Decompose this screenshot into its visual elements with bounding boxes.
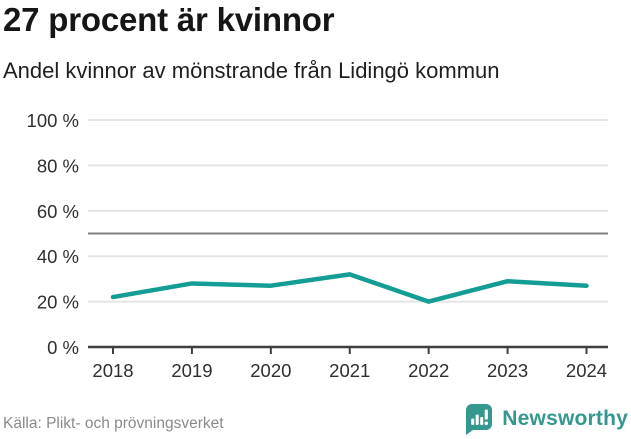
- x-tick-label-2021: 2021: [329, 360, 370, 381]
- newsworthy-icon: [466, 403, 493, 435]
- x-tick-label-2022: 2022: [408, 360, 449, 381]
- y-tick-label-60: 60 %: [37, 201, 79, 222]
- chart-subtitle: Andel kvinnor av mönstrande från Lidingö…: [3, 58, 500, 83]
- y-tick-label-0: 0 %: [47, 337, 79, 358]
- newsworthy-logo: Newsworthy: [462, 402, 628, 436]
- x-tick-label-2019: 2019: [171, 360, 212, 381]
- data-line-andel-kvinnor: [110, 272, 589, 304]
- y-tick-label-80: 80 %: [37, 155, 79, 176]
- source-note: Källa: Plikt- och prövningsverket: [3, 415, 224, 432]
- y-tick-label-100: 100 %: [27, 110, 79, 131]
- x-tick-label-2018: 2018: [92, 360, 133, 381]
- newsworthy-wordmark: Newsworthy: [502, 407, 628, 430]
- x-tick-label-2020: 2020: [250, 360, 291, 381]
- y-tick-label-20: 20 %: [37, 292, 79, 313]
- y-tick-label-40: 40 %: [37, 246, 79, 267]
- x-tick-label-2024: 2024: [566, 360, 607, 381]
- x-tick-label-2023: 2023: [487, 360, 528, 381]
- chart-title: 27 procent är kvinnor: [3, 1, 335, 38]
